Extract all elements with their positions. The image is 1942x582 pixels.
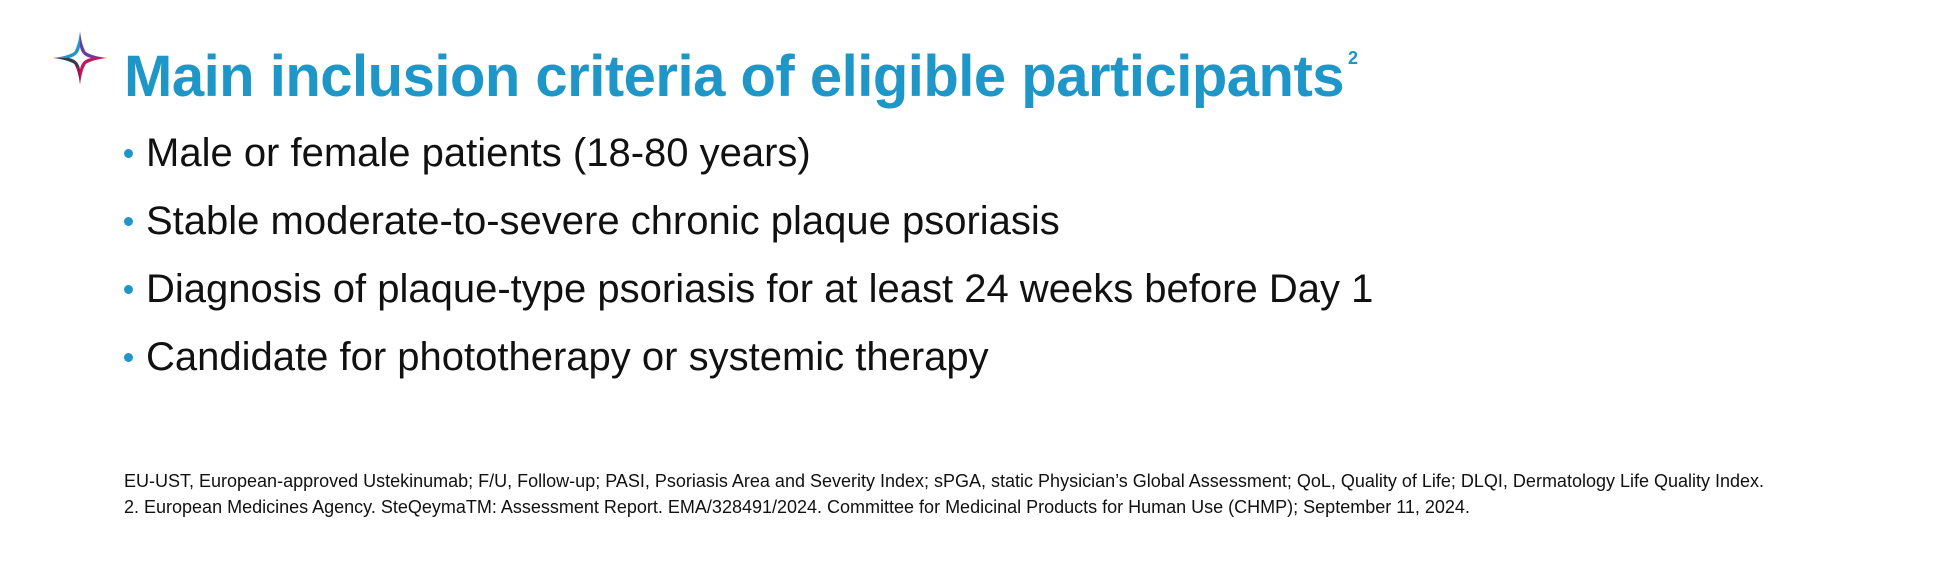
criteria-item-text: Diagnosis of plaque-type psoriasis for a… [146,267,1374,311]
criteria-item: Candidate for phototherapy or systemic t… [124,328,1373,396]
abbreviations-footnote: EU-UST, European-approved Ustekinumab; F… [124,471,1765,491]
criteria-item-text: Male or female patients (18-80 years) [146,131,811,175]
criteria-item: Diagnosis of plaque-type psoriasis for a… [124,260,1373,328]
four-point-star-logo-icon [53,31,107,85]
criteria-item-text: Candidate for phototherapy or systemic t… [146,335,989,379]
bullet-dot-icon [124,285,133,294]
inclusion-criteria-list: Male or female patients (18-80 years) St… [124,124,1373,396]
bullet-dot-icon [124,217,133,226]
page-title-text: Main inclusion criteria of eligible part… [124,44,1345,109]
criteria-item: Male or female patients (18-80 years) [124,124,1373,192]
bullet-dot-icon [124,149,133,158]
title-reference-marker: 2 [1348,48,1358,68]
reference-footnote: 2. European Medicines Agency. SteQeymaTM… [124,497,1470,517]
page-title: Main inclusion criteria of eligible part… [124,22,1358,113]
footnotes: EU-UST, European-approved Ustekinumab; F… [124,468,1924,520]
bullet-dot-icon [124,353,133,362]
criteria-item-text: Stable moderate-to-severe chronic plaque… [146,199,1060,243]
criteria-item: Stable moderate-to-severe chronic plaque… [124,192,1373,260]
